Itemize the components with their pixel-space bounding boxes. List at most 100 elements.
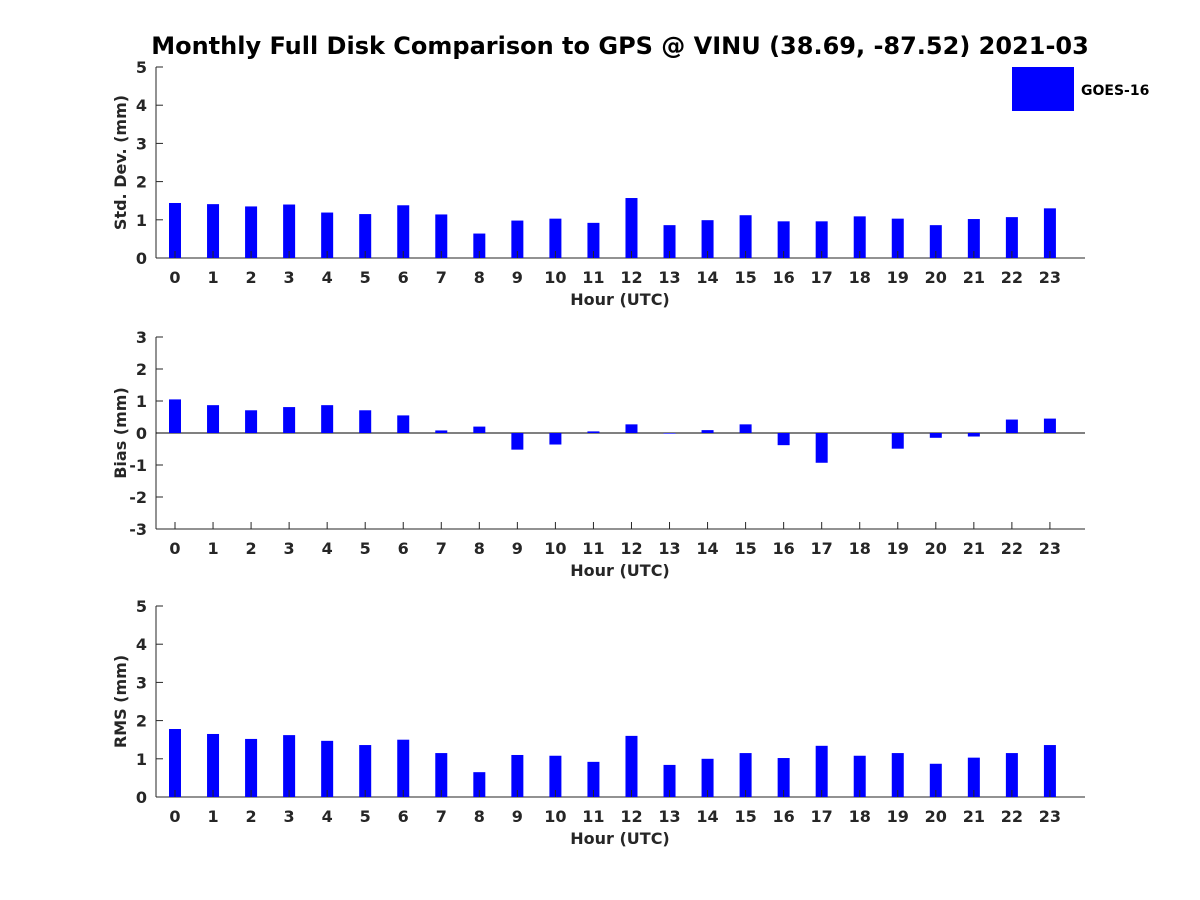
rms-x-tick-label: 8 bbox=[474, 807, 485, 826]
rms-bar bbox=[549, 755, 562, 797]
bias-x-tick-label: 10 bbox=[544, 539, 566, 558]
bias-bar bbox=[967, 433, 980, 437]
std-dev-x-tick-label: 6 bbox=[398, 268, 409, 287]
bias-x-tick-label: 0 bbox=[169, 539, 180, 558]
std-dev-x-tick-label: 19 bbox=[887, 268, 909, 287]
legend-swatch-goes-16 bbox=[1012, 67, 1074, 111]
std-dev-bar bbox=[359, 214, 372, 258]
rms-x-tick-label: 2 bbox=[246, 807, 257, 826]
bias-bar bbox=[169, 399, 181, 433]
bias-bar bbox=[929, 433, 942, 438]
rms-x-tick-label: 0 bbox=[169, 807, 180, 826]
rms-y-tick-label: 0 bbox=[136, 788, 147, 807]
std-dev-bar bbox=[853, 216, 866, 258]
rms-x-tick-label: 20 bbox=[925, 807, 947, 826]
rms-bar bbox=[207, 733, 220, 797]
rms-x-tick-label: 14 bbox=[696, 807, 718, 826]
bias-y-tick-label: 0 bbox=[136, 424, 147, 443]
std-dev-x-tick-label: 11 bbox=[582, 268, 604, 287]
bias-bar bbox=[359, 410, 372, 433]
bias-bar bbox=[777, 433, 790, 446]
rms-x-tick-label: 3 bbox=[284, 807, 295, 826]
bias-x-tick-label: 4 bbox=[322, 539, 333, 558]
std-dev-y-tick-label: 3 bbox=[136, 134, 147, 153]
rms-x-tick-label: 1 bbox=[207, 807, 218, 826]
std-dev-y-tick-label: 0 bbox=[136, 249, 147, 268]
std-dev-bar bbox=[625, 198, 638, 258]
std-dev-bar bbox=[777, 221, 790, 258]
std-dev-x-tick-label: 5 bbox=[360, 268, 371, 287]
bias-x-tick-label: 11 bbox=[582, 539, 604, 558]
bias-y-axis-label: Bias (mm) bbox=[111, 387, 130, 479]
bias-bar bbox=[815, 433, 828, 463]
rms-x-tick-label: 7 bbox=[436, 807, 447, 826]
rms-x-tick-label: 23 bbox=[1039, 807, 1061, 826]
std-dev-x-tick-label: 17 bbox=[811, 268, 833, 287]
bias-bar bbox=[473, 426, 486, 433]
rms-x-tick-label: 11 bbox=[582, 807, 604, 826]
std-dev-x-tick-label: 8 bbox=[474, 268, 485, 287]
rms-x-tick-label: 5 bbox=[360, 807, 371, 826]
std-dev-y-tick-label: 2 bbox=[136, 173, 147, 192]
std-dev-bar bbox=[245, 206, 258, 258]
std-dev-x-tick-label: 13 bbox=[658, 268, 680, 287]
std-dev-bar bbox=[321, 212, 334, 258]
bias-x-tick-label: 21 bbox=[963, 539, 985, 558]
bias-bar bbox=[511, 433, 524, 450]
bias-bar bbox=[207, 405, 220, 433]
rms-bar bbox=[815, 745, 828, 797]
std-dev-x-tick-label: 1 bbox=[207, 268, 218, 287]
rms-x-tick-label: 15 bbox=[734, 807, 756, 826]
std-dev-x-tick-label: 9 bbox=[512, 268, 523, 287]
rms-y-tick-label: 5 bbox=[136, 597, 147, 616]
bias-x-tick-label: 15 bbox=[734, 539, 756, 558]
rms-y-tick-label: 2 bbox=[136, 712, 147, 731]
bias-x-tick-label: 14 bbox=[696, 539, 718, 558]
std-dev-x-tick-label: 20 bbox=[925, 268, 947, 287]
bias-bar bbox=[245, 410, 258, 433]
bias-x-tick-label: 6 bbox=[398, 539, 409, 558]
bias-bar bbox=[587, 431, 600, 433]
rms-bar bbox=[283, 735, 296, 797]
bias-bar bbox=[701, 430, 714, 433]
bias-x-tick-label: 17 bbox=[811, 539, 833, 558]
std-dev-x-tick-label: 3 bbox=[284, 268, 295, 287]
bias-y-tick-label: -3 bbox=[129, 520, 147, 539]
std-dev-x-tick-label: 16 bbox=[773, 268, 795, 287]
bias-x-tick-label: 13 bbox=[658, 539, 680, 558]
std-dev-y-tick-label: 4 bbox=[136, 96, 147, 115]
rms-x-tick-label: 17 bbox=[811, 807, 833, 826]
rms-x-tick-label: 18 bbox=[849, 807, 871, 826]
bias-bar bbox=[397, 415, 410, 433]
bias-x-tick-label: 23 bbox=[1039, 539, 1061, 558]
rms-bar bbox=[1043, 745, 1056, 797]
rms-bar bbox=[359, 745, 372, 797]
std-dev-x-tick-label: 23 bbox=[1039, 268, 1061, 287]
rms-y-tick-label: 3 bbox=[136, 673, 147, 692]
bias-x-tick-label: 20 bbox=[925, 539, 947, 558]
bias-bar bbox=[663, 433, 676, 434]
bias-bar bbox=[549, 433, 562, 445]
rms-bar bbox=[891, 753, 904, 797]
rms-bar bbox=[473, 772, 486, 797]
bias-x-tick-label: 16 bbox=[773, 539, 795, 558]
std-dev-x-tick-label: 14 bbox=[696, 268, 718, 287]
rms-y-tick-label: 4 bbox=[136, 635, 147, 654]
rms-x-tick-label: 19 bbox=[887, 807, 909, 826]
rms-bar bbox=[1005, 753, 1018, 797]
bias-bar bbox=[625, 424, 638, 433]
rms-bar bbox=[587, 761, 600, 797]
std-dev-bar bbox=[549, 218, 562, 258]
std-dev-x-tick-label: 21 bbox=[963, 268, 985, 287]
bias-bar bbox=[283, 407, 296, 433]
std-dev-y-tick-label: 1 bbox=[136, 211, 147, 230]
rms-bar bbox=[169, 729, 181, 797]
bias-y-tick-label: 3 bbox=[136, 328, 147, 347]
bias-y-tick-label: 1 bbox=[136, 392, 147, 411]
bias-x-tick-label: 3 bbox=[284, 539, 295, 558]
bias-bar bbox=[321, 405, 334, 433]
rms-bar bbox=[435, 753, 448, 797]
bias-x-tick-label: 18 bbox=[849, 539, 871, 558]
